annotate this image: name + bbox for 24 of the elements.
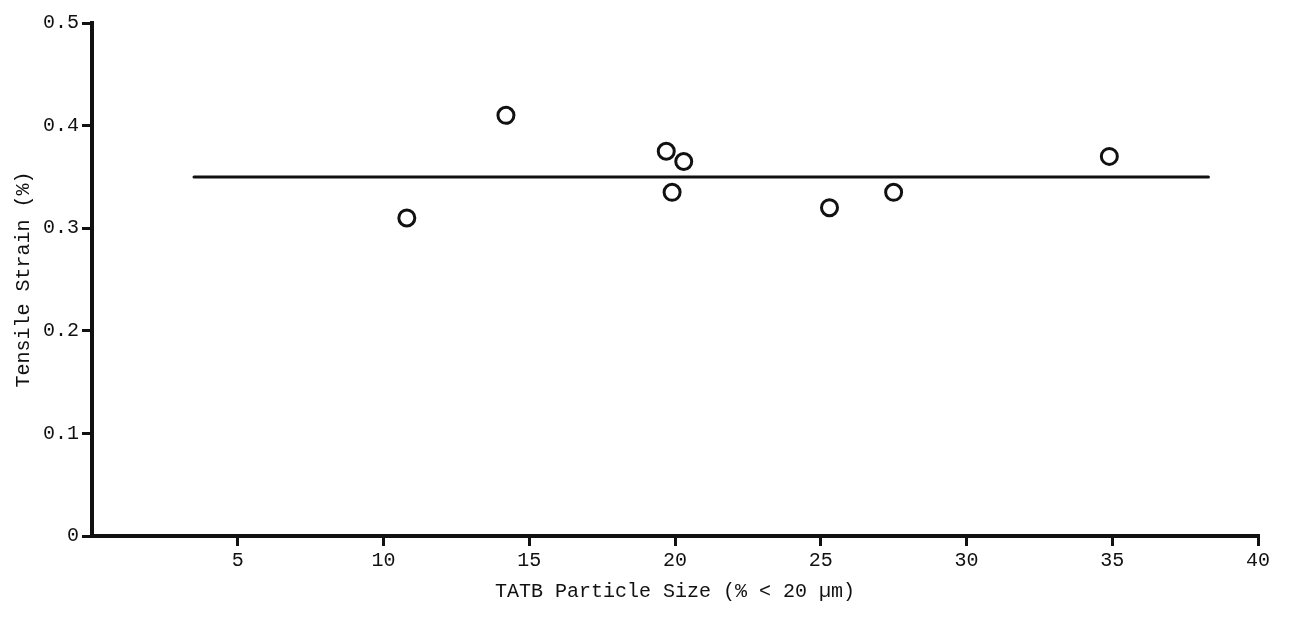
point bbox=[662, 182, 682, 202]
y-axis-title: Tensile Strain (%) bbox=[12, 171, 36, 388]
point bbox=[397, 208, 417, 228]
x-tick-label: 10 bbox=[371, 549, 396, 573]
y-tick-label: 0.3 bbox=[42, 216, 80, 240]
y-tick-label: 0.1 bbox=[42, 421, 80, 445]
x-tick-label: 40 bbox=[1245, 549, 1271, 573]
x-tick-label: 15 bbox=[517, 549, 542, 573]
point bbox=[820, 198, 839, 218]
y-tick-label: 0.2 bbox=[42, 319, 80, 343]
y-tick-label: 0.5 bbox=[42, 11, 80, 35]
point bbox=[656, 141, 676, 161]
x-tick-label: 35 bbox=[1100, 549, 1125, 573]
point bbox=[674, 152, 694, 172]
x-tick-label: 5 bbox=[231, 549, 244, 573]
x-tick-label: 30 bbox=[954, 549, 979, 573]
x-tick-label: 20 bbox=[663, 549, 688, 573]
point bbox=[884, 182, 904, 202]
point bbox=[496, 105, 516, 125]
y-tick-label: 0 bbox=[66, 524, 80, 548]
x-axis-title: TATB Particle Size (% < 20 µm) bbox=[494, 580, 856, 604]
x-tick-label: 25 bbox=[808, 549, 833, 573]
y-tick-label: 0.4 bbox=[42, 113, 80, 137]
point bbox=[1099, 146, 1119, 166]
